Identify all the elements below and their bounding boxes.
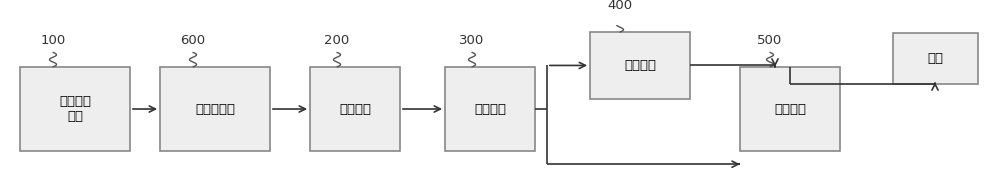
Text: 500: 500 — [757, 33, 783, 47]
Text: 滤波模块: 滤波模块 — [624, 59, 656, 72]
Text: 匹配模块: 匹配模块 — [339, 103, 371, 115]
Text: 600: 600 — [180, 33, 206, 47]
Bar — [893, 33, 978, 84]
Bar — [590, 32, 690, 99]
Text: 分路开关: 分路开关 — [474, 103, 506, 115]
Bar — [310, 67, 400, 151]
Text: 300: 300 — [459, 33, 485, 47]
Bar — [740, 67, 840, 151]
Text: 天线: 天线 — [927, 52, 943, 65]
Bar — [445, 67, 535, 151]
Bar — [20, 67, 130, 151]
Text: 200: 200 — [324, 33, 350, 47]
Text: 射频收发
模块: 射频收发 模块 — [59, 95, 91, 123]
Text: 功率放大器: 功率放大器 — [195, 103, 235, 115]
Text: 合路开关: 合路开关 — [774, 103, 806, 115]
Text: 400: 400 — [607, 0, 633, 12]
Text: 100: 100 — [40, 33, 66, 47]
Bar — [160, 67, 270, 151]
